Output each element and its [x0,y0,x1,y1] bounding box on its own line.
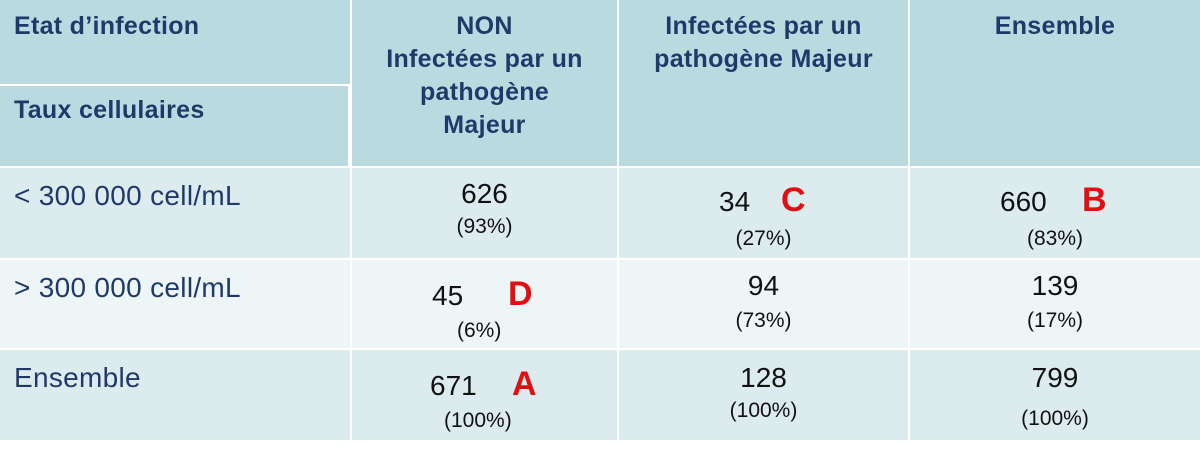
cell-percent: (100%) [729,399,798,422]
cell-value: 671 [430,370,477,401]
cell-value: 34 [719,186,751,217]
cell-mark-letter: C [781,181,806,219]
table-cell: 139 (17%) [910,260,1200,348]
cell-percent: (73%) [735,309,792,332]
cell-percent: (17%) [1026,309,1084,332]
cell-percent: (6%) [457,319,502,342]
cell-mark-letter: A [512,365,537,403]
table-cell: 128 (100%) [619,350,908,440]
header-total-label: Ensemble [994,12,1116,40]
corner-top-label: Etat d’infection [14,12,200,40]
header-non-infected: NON Infectées par un pathogène Majeur [352,0,617,166]
row-label: Ensemble [14,362,141,393]
row-label: < 300 000 cell/mL [14,180,241,211]
cell-value: 128 [740,362,787,393]
corner-bottom-label: Taux cellulaires [14,96,205,124]
header-non-infected-line: pathogène [419,78,550,106]
header-non-infected-line: Infectées par un [386,45,583,73]
cell-value: 799 [1031,362,1079,393]
table-cell: 45 D (6%) [352,260,617,348]
cell-percent: (27%) [735,227,792,250]
row-label-cell: < 300 000 cell/mL [0,168,350,258]
corner-header-top: Etat d’infection [0,0,350,84]
cell-percent: (100%) [1021,407,1089,430]
table-cell: 626 (93%) [352,168,617,258]
table-cell: 660 B (83%) [910,168,1200,258]
cell-value: 626 [461,178,508,209]
cell-value: 139 [1031,270,1079,301]
header-total: Ensemble [910,0,1200,166]
cell-percent: (83%) [1026,227,1084,250]
cell-percent: (100%) [444,409,512,432]
cell-value: 660 [1000,186,1047,217]
table-cell: 34 C (27%) [619,168,908,258]
cell-value: 94 [747,270,780,301]
row-label-cell: Ensemble [0,350,350,440]
table-cell: 671 A (100%) [352,350,617,440]
cell-mark-letter: B [1082,181,1107,219]
table-cell: 94 (73%) [619,260,908,348]
header-infected-line: pathogène Majeur [654,45,873,73]
cell-value: 45 [432,280,464,311]
header-infected-label: Infectées par un pathogène Majeur [619,10,908,76]
row-label-cell: > 300 000 cell/mL [0,260,350,348]
header-non-infected-label: NON Infectées par un pathogène Majeur [352,10,617,142]
cell-percent: (93%) [456,215,513,238]
header-non-infected-line: NON [456,12,513,40]
cell-mark-letter: D [508,275,533,313]
header-non-infected-line: Majeur [443,111,526,139]
table-cell: 799 (100%) [910,350,1200,440]
row-label: > 300 000 cell/mL [14,272,241,303]
corner-header-bottom: Taux cellulaires [0,86,348,166]
header-infected-line: Infectées par un [665,12,862,40]
header-infected: Infectées par un pathogène Majeur [619,0,908,166]
